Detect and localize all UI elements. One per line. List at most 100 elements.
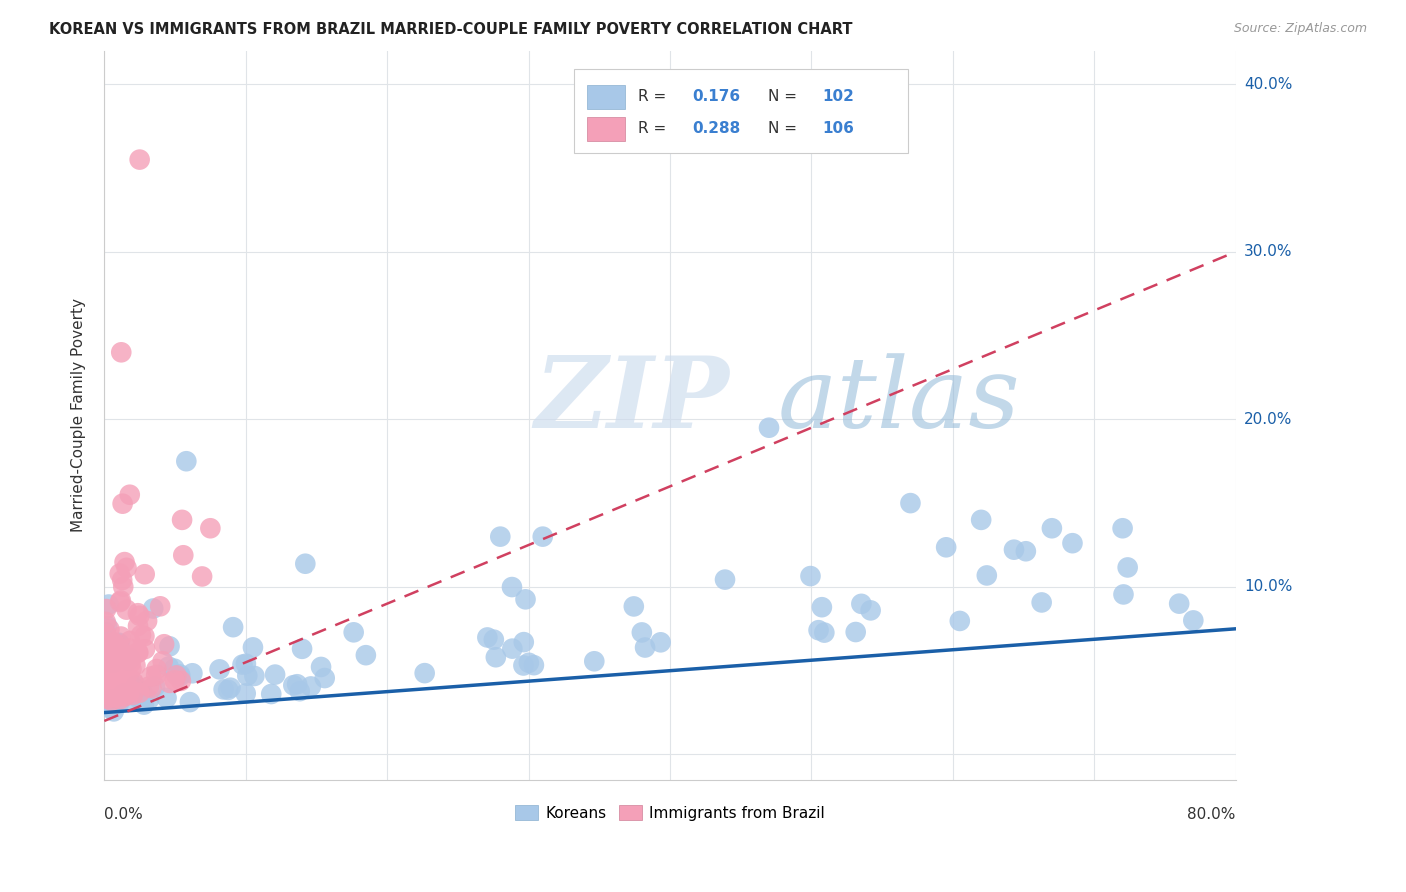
Point [501,580,523,594]
Point [96,676,118,690]
Point [136,614,159,628]
Point [141,681,163,696]
Point [100,677,122,691]
Point [299,680,322,694]
Point [212,682,235,697]
Point [949,614,972,628]
Point [523,658,546,673]
Point [630,625,652,640]
Point [115,657,138,671]
Point [811,600,834,615]
Point [120,651,142,665]
Text: N =: N = [769,121,803,136]
Point [127,646,149,660]
Point [859,603,882,617]
Point [115,669,138,683]
Point [110,630,132,644]
Point [108,641,131,656]
Point [134,642,156,657]
Point [134,629,156,643]
Point [97,667,120,681]
Point [103,636,125,650]
Point [98,683,121,698]
Point [101,649,124,664]
Point [235,657,257,671]
Point [145,662,167,676]
Point [118,634,141,648]
Point [231,657,253,672]
Text: ZIP: ZIP [534,352,730,449]
Point [976,568,998,582]
Point [132,698,155,712]
Point [108,636,131,650]
Point [97,598,120,612]
Point [501,641,523,656]
Point [236,668,259,682]
Point [94,625,117,640]
Point [118,641,141,656]
Point [101,659,124,673]
Point [100,670,122,684]
Point [98,622,121,636]
Point [118,657,141,671]
Point [165,668,187,682]
Text: N =: N = [769,89,803,104]
Point [101,656,124,670]
Point [1040,521,1063,535]
Point [517,656,540,670]
Point [309,660,332,674]
Point [103,691,125,706]
Point [111,497,134,511]
Point [714,573,737,587]
Point [283,678,305,692]
Point [291,641,314,656]
Point [98,636,121,650]
Point [222,620,245,634]
Point [138,680,160,694]
Point [531,530,554,544]
Point [149,599,172,614]
Text: 10.0%: 10.0% [1244,580,1292,594]
Point [1116,560,1139,574]
Point [108,696,131,710]
Point [851,597,873,611]
Point [970,513,993,527]
Point [94,673,117,688]
Point [111,665,134,679]
Point [477,631,499,645]
Point [127,606,149,620]
Point [111,652,134,666]
Point [172,513,194,527]
Point [94,615,117,629]
Point [127,645,149,659]
Point [169,669,191,683]
Point [134,690,156,704]
Point [115,602,138,616]
FancyBboxPatch shape [574,69,908,153]
Point [108,595,131,609]
Point [179,695,201,709]
Point [114,555,136,569]
Point [122,674,145,689]
Point [208,662,231,676]
Point [288,684,311,698]
Point [110,692,132,706]
Point [191,569,214,583]
Point [121,662,143,676]
Point [142,601,165,615]
Point [100,701,122,715]
Point [1112,587,1135,601]
Point [96,602,118,616]
Point [243,669,266,683]
Point [100,687,122,701]
Point [114,687,136,701]
Point [103,642,125,657]
Point [172,548,194,562]
Point [235,686,257,700]
Point [107,689,129,703]
Point [153,637,176,651]
Point [97,656,120,670]
Point [170,673,193,688]
Point [103,682,125,697]
Point [1031,595,1053,609]
